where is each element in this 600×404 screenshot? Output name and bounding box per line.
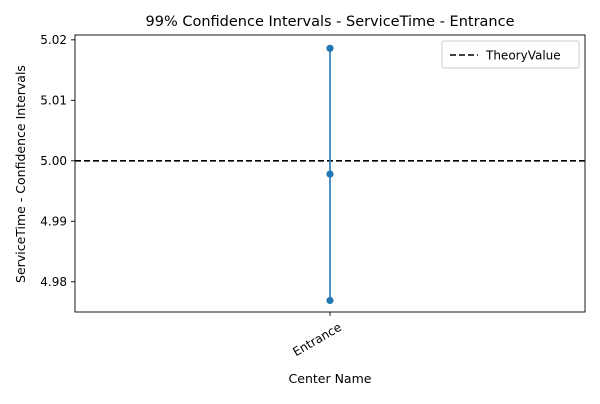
plot-area (74, 34, 586, 313)
x-tick-label: Entrance (290, 320, 344, 359)
x-axis: Entrance (290, 312, 344, 359)
legend-label: TheoryValue (485, 49, 561, 63)
y-tick-label: 5.01 (40, 93, 67, 107)
legend-box (441, 40, 580, 69)
legend: TheoryValue (441, 40, 580, 69)
y-tick-label: 4.98 (40, 275, 67, 289)
y-tick-label: 4.99 (40, 214, 67, 228)
y-tick-label: 5.00 (40, 154, 67, 168)
chart-title: 99% Confidence Intervals - ServiceTime -… (146, 14, 515, 30)
y-tick-label: 5.02 (40, 33, 67, 47)
ci-upper-point (326, 44, 334, 52)
y-axis-label: ServiceTime - Confidence Intervals (13, 65, 28, 283)
ci-lower-point (326, 296, 334, 305)
ci-mean-point (326, 170, 334, 178)
y-axis: 4.98 4.99 5.00 5.01 5.02 (40, 33, 75, 289)
x-axis-label: Center Name (289, 371, 372, 386)
